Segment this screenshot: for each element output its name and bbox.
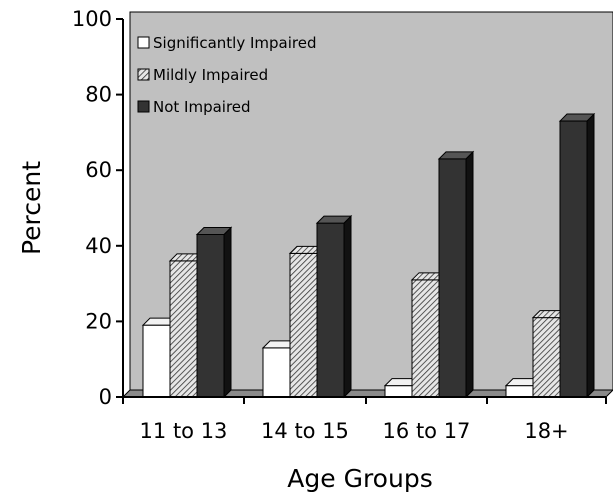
x-tick-label-0: 11 to 13 [140,419,228,443]
bar-front [505,385,534,398]
y-axis-title: Percent [17,161,46,255]
bar-front [289,252,318,398]
bar-front [559,120,588,398]
bar-top [558,113,596,122]
bars-group [141,112,596,399]
bar-front [532,317,561,398]
y-tick-label-60: 60 [85,158,112,182]
legend: Significantly Impaired Mildly Impaired N… [137,34,316,116]
y-tick-label-20: 20 [85,309,112,333]
bar-side [343,214,352,399]
y-tick-label-40: 40 [85,234,112,258]
legend-item-significantly-impaired: Significantly Impaired [137,34,316,52]
bar-front [411,279,440,398]
bar-not-impaired-1 [315,214,353,399]
bar-top [195,226,233,235]
bar-top [437,151,475,160]
bar-side [465,150,474,399]
bar-not-impaired-0 [195,226,233,399]
legend-label-significantly-impaired: Significantly Impaired [153,34,316,52]
x-tick-label-2: 16 to 17 [383,419,471,443]
legend-item-not-impaired: Not Impaired [137,98,251,116]
bar-front [262,347,291,398]
bar-side [223,226,232,399]
axes-group: 0 20 40 60 80 100 11 to 13 14 to 15 16 to 17 18+ [72,7,607,443]
bar-top [315,215,353,224]
bar-not-impaired-2 [437,150,475,399]
x-tick-label-3: 18+ [524,419,568,443]
bar-front [196,233,225,398]
legend-swatch-significantly-impaired [137,36,150,49]
y-tick-label-80: 80 [85,83,112,107]
y-tick-label-0: 0 [99,385,112,409]
bar-not-impaired-3 [558,112,596,399]
bar-side [586,112,595,399]
x-tick-label-1: 14 to 15 [261,419,349,443]
y-tick-label-100: 100 [72,7,112,31]
legend-item-mildly-impaired: Mildly Impaired [137,66,268,84]
legend-swatch-mildly-impaired [137,68,150,81]
legend-label-mildly-impaired: Mildly Impaired [153,66,268,84]
bar-front [384,385,413,398]
x-axis-title: Age Groups [287,464,432,493]
bar-front [169,260,198,398]
legend-swatch-not-impaired [137,100,150,113]
bar-front [142,324,171,398]
bar-front [438,158,467,398]
legend-label-not-impaired: Not Impaired [153,98,251,116]
bar-front [316,222,345,398]
